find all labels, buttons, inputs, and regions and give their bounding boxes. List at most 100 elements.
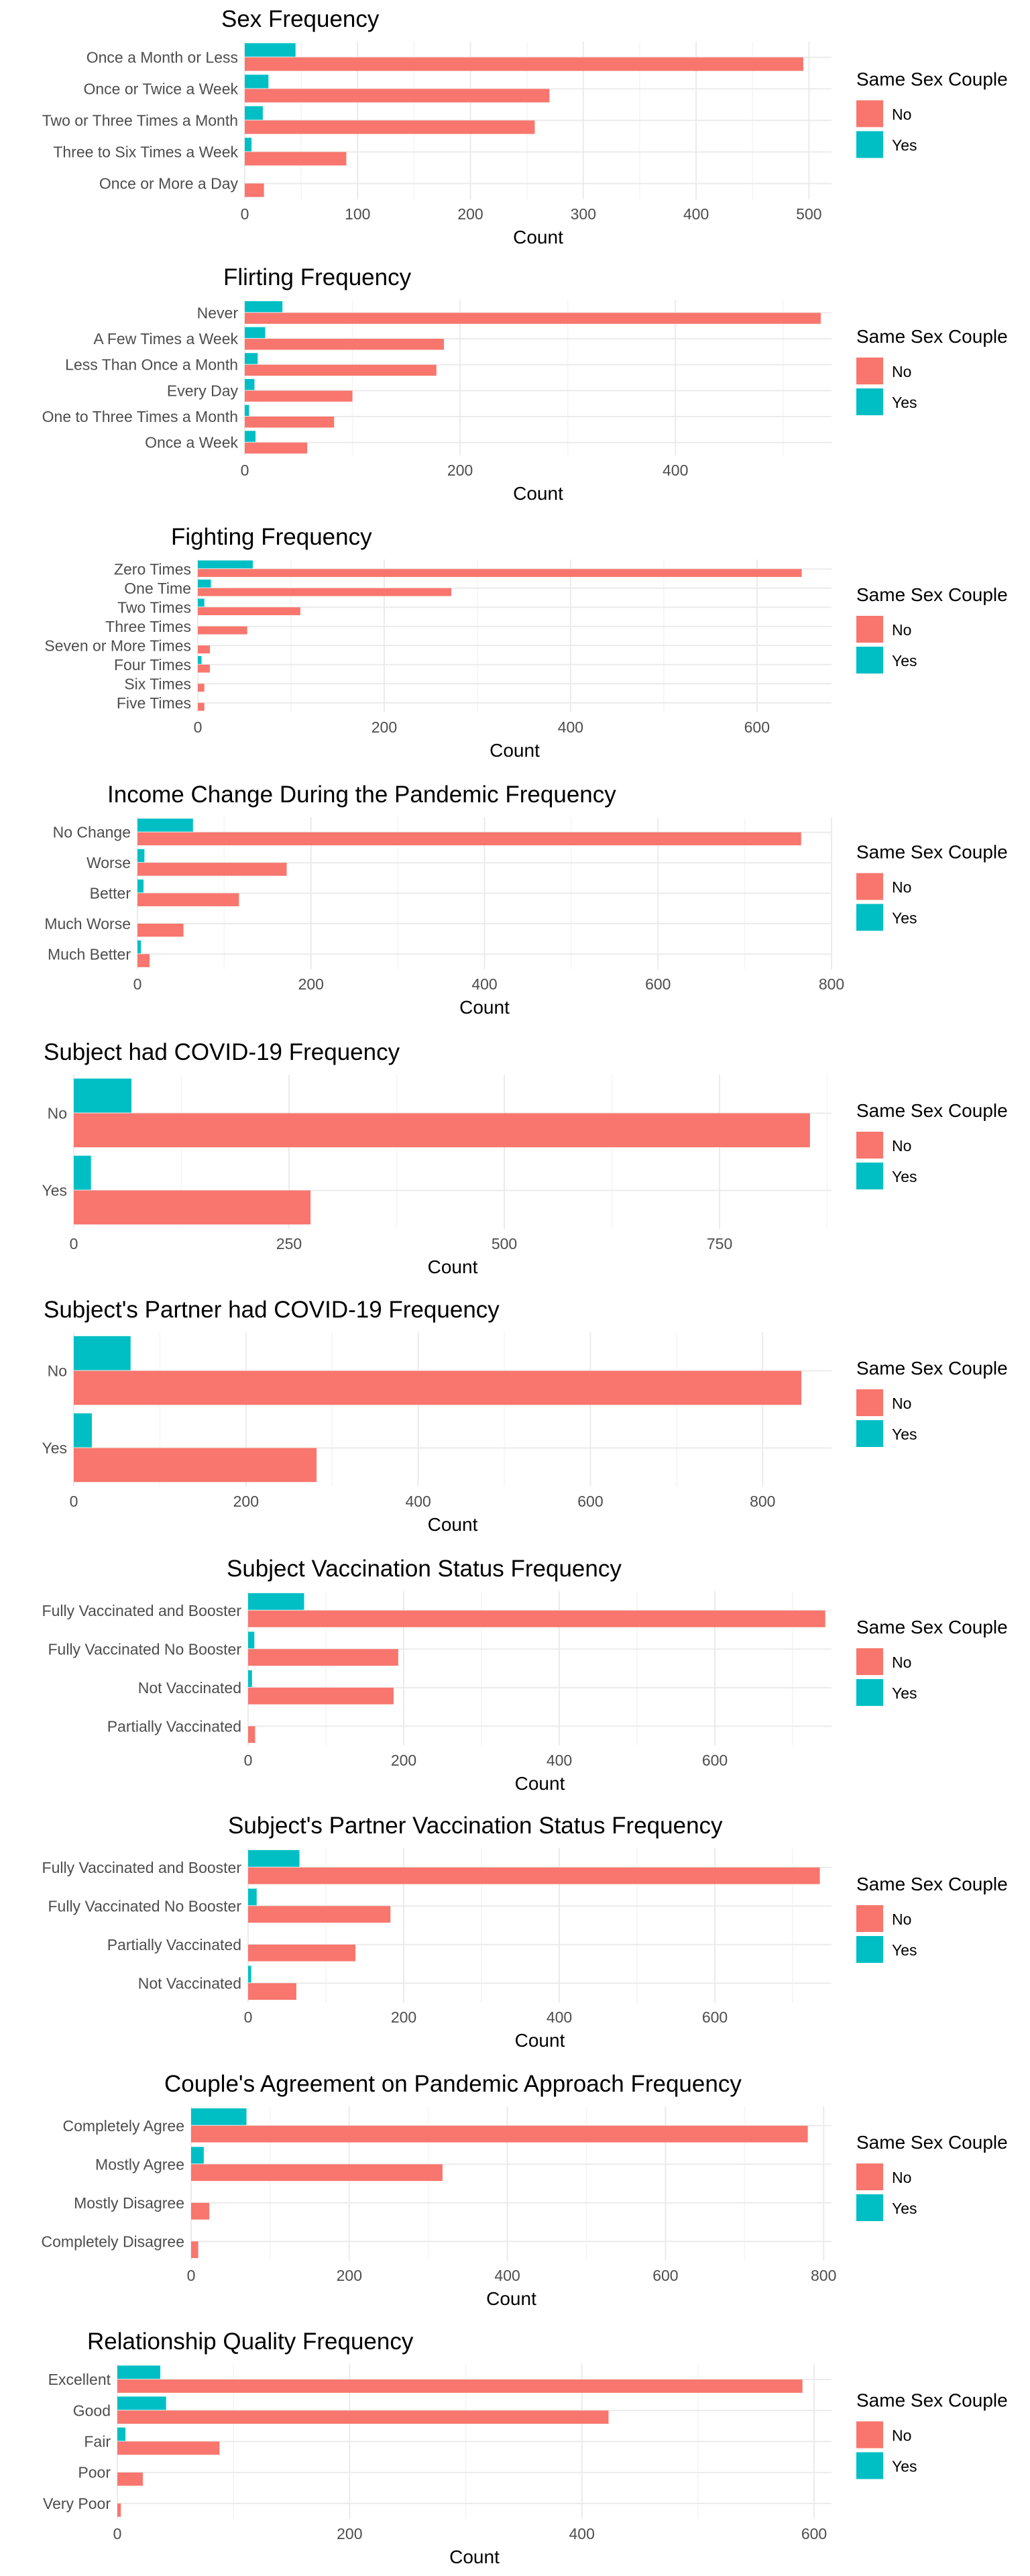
bar-no xyxy=(117,2472,144,2486)
bar-no xyxy=(245,183,264,197)
legend-swatch-yes xyxy=(856,2194,883,2221)
chart-panel-10: Relationship Quality Frequency Excellent G… xyxy=(43,2328,1008,2567)
category-label: Once a Month or Less xyxy=(87,49,238,66)
legend-title: Same Sex Couple xyxy=(856,1874,1008,1894)
x-axis-title: Count xyxy=(428,1256,478,1277)
bar-no xyxy=(245,417,335,428)
x-axis-title: Count xyxy=(513,483,563,504)
chart-panel-2: Flirting Frequency Never A Few Times a Wee… xyxy=(42,264,1008,504)
x-tick-label: 0 xyxy=(241,462,249,479)
legend-label-yes: Yes xyxy=(892,1941,917,1959)
bar-yes xyxy=(117,2365,161,2379)
bar-no xyxy=(137,923,184,937)
bar-yes xyxy=(248,1888,257,1906)
chart-panel-4: Income Change During the Pandemic Freque… xyxy=(44,782,1007,1018)
category-label: Less Than Once a Month xyxy=(65,356,238,374)
chart-panel-1: Sex Frequency Once a Month or Less Once or… xyxy=(42,6,1008,248)
legend-title: Same Sex Couple xyxy=(856,2390,1008,2411)
x-axis-title: Count xyxy=(449,2546,500,2567)
category-label: Fully Vaccinated and Booster xyxy=(42,1859,242,1876)
x-tick-label: 0 xyxy=(187,2267,196,2284)
legend-title: Same Sex Couple xyxy=(856,1358,1008,1379)
bar-no xyxy=(137,893,239,906)
category-label: Fully Vaccinated and Booster xyxy=(42,1602,242,1619)
bar-no xyxy=(191,2125,808,2143)
bar-yes xyxy=(191,2108,247,2125)
category-label: Completely Disagree xyxy=(42,2233,184,2250)
chart-title: Subject Vaccination Status Frequency xyxy=(227,1556,622,1582)
category-label: No xyxy=(48,1362,67,1380)
legend-label-no: No xyxy=(892,1137,911,1155)
legend-label-yes: Yes xyxy=(892,2458,917,2475)
bar-yes xyxy=(137,940,141,954)
bar-no xyxy=(117,2441,220,2455)
category-label: Not Vaccinated xyxy=(138,1679,241,1697)
category-label: A Few Times a Week xyxy=(93,330,238,347)
category-label: Excellent xyxy=(48,2371,111,2388)
bar-no xyxy=(191,2164,443,2182)
legend-label-yes: Yes xyxy=(892,1426,917,1443)
bar-yes xyxy=(245,301,283,313)
bar-no xyxy=(248,1983,296,2000)
bar-no xyxy=(74,1371,802,1405)
x-axis-title: Count xyxy=(490,740,540,761)
legend-swatch-no xyxy=(856,616,883,643)
category-label: Six Times xyxy=(124,675,191,692)
x-axis-title: Count xyxy=(515,1773,565,1794)
category-label: Two or Three Times a Month xyxy=(42,112,238,129)
category-label: Fully Vaccinated No Booster xyxy=(48,1897,242,1915)
x-tick-label: 400 xyxy=(494,2267,520,2284)
bar-no xyxy=(245,313,821,324)
legend-label-yes: Yes xyxy=(892,1684,917,1702)
x-tick-label: 200 xyxy=(337,2267,362,2284)
x-tick-label: 300 xyxy=(571,205,596,223)
x-tick-label: 400 xyxy=(569,2525,594,2542)
bar-yes xyxy=(248,1966,251,1983)
x-tick-label: 400 xyxy=(547,2008,572,2026)
bar-yes xyxy=(117,2427,126,2441)
legend: Same Sex Couple No Yes xyxy=(856,584,1008,674)
grid xyxy=(137,817,832,969)
bar-yes xyxy=(137,818,193,832)
x-tick-label: 0 xyxy=(133,975,142,993)
x-tick-label: 250 xyxy=(276,1235,302,1252)
legend-label-no: No xyxy=(892,1654,911,1671)
category-label: Fully Vaccinated No Booster xyxy=(48,1640,242,1658)
bar-yes xyxy=(245,106,263,120)
chart-title: Sex Frequency xyxy=(221,6,380,32)
bar-no xyxy=(191,2202,210,2220)
bar-yes xyxy=(117,2396,166,2410)
chart-title: Flirting Frequency xyxy=(223,264,412,290)
legend: Same Sex Couple No Yes xyxy=(856,1100,1008,1189)
category-label: Poor xyxy=(78,2464,111,2481)
bar-yes xyxy=(245,431,256,442)
legend-swatch-yes xyxy=(856,2452,883,2479)
x-tick-label: 200 xyxy=(233,1493,259,1510)
category-label: Every Day xyxy=(167,382,239,399)
bar-no xyxy=(74,1113,810,1148)
legend-swatch-no xyxy=(856,100,883,127)
legend: Same Sex Couple No Yes xyxy=(856,1874,1008,1963)
bar-no xyxy=(245,120,535,134)
legend-label-no: No xyxy=(892,2169,911,2186)
chart-title: Couple's Agreement on Pandemic Approach … xyxy=(164,2071,742,2097)
bar-no xyxy=(198,702,205,711)
bar-yes xyxy=(137,879,144,893)
bar-no xyxy=(248,1649,398,1666)
bar-no xyxy=(248,1867,820,1884)
legend-swatch-yes xyxy=(856,1936,883,1963)
legend-label-no: No xyxy=(892,1395,911,1412)
category-label: Once or Twice a Week xyxy=(83,80,238,98)
bar-yes xyxy=(74,1413,92,1448)
chart-title: Subject's Partner had COVID-19 Frequency xyxy=(44,1297,500,1323)
category-label: No Change xyxy=(53,824,131,841)
legend-swatch-yes xyxy=(856,131,883,158)
x-tick-label: 0 xyxy=(244,2008,253,2026)
legend-label-yes: Yes xyxy=(892,1168,917,1185)
category-label: Fair xyxy=(84,2433,111,2451)
x-axis-title: Count xyxy=(515,2030,565,2051)
x-axis-title: Count xyxy=(459,997,510,1018)
legend-title: Same Sex Couple xyxy=(856,584,1008,605)
x-tick-label: 600 xyxy=(744,718,770,736)
